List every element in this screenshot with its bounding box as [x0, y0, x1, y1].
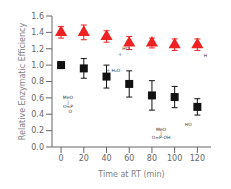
svg-text:MeO: MeO: [155, 126, 167, 132]
svg-text:0.6: 0.6: [31, 94, 44, 103]
svg-text:O=P-OH: O=P-OH: [152, 135, 171, 140]
svg-text:H: H: [204, 53, 207, 58]
svg-text:1.0: 1.0: [31, 61, 44, 70]
svg-text:O: O: [68, 109, 72, 114]
svg-text:1.4: 1.4: [31, 28, 44, 37]
svg-text:0: 0: [59, 154, 64, 163]
svg-text:+ H₂O: + H₂O: [106, 68, 120, 73]
svg-text:120: 120: [190, 154, 205, 163]
svg-text:HO: HO: [122, 46, 129, 51]
svg-text:80: 80: [147, 154, 157, 163]
svg-text:HO: HO: [185, 122, 192, 127]
svg-text:0.4: 0.4: [31, 110, 44, 119]
svg-text:20: 20: [79, 154, 89, 163]
svg-text:60: 60: [124, 154, 134, 163]
svg-text:0.0: 0.0: [31, 143, 44, 152]
svg-text:1.2: 1.2: [31, 45, 44, 54]
svg-text:MeO: MeO: [62, 95, 73, 101]
svg-text:+: +: [118, 52, 122, 57]
svg-text:Relative Enzymatic Efficiency: Relative Enzymatic Efficiency: [18, 23, 27, 141]
svg-text:Time at RT (min): Time at RT (min): [97, 170, 164, 179]
svg-text:0.8: 0.8: [31, 77, 44, 86]
svg-text:O=P: O=P: [63, 104, 73, 109]
svg-text:40: 40: [101, 154, 111, 163]
svg-text:1.6: 1.6: [31, 12, 44, 21]
svg-text:100: 100: [167, 154, 182, 163]
svg-text:0.2: 0.2: [31, 126, 44, 135]
